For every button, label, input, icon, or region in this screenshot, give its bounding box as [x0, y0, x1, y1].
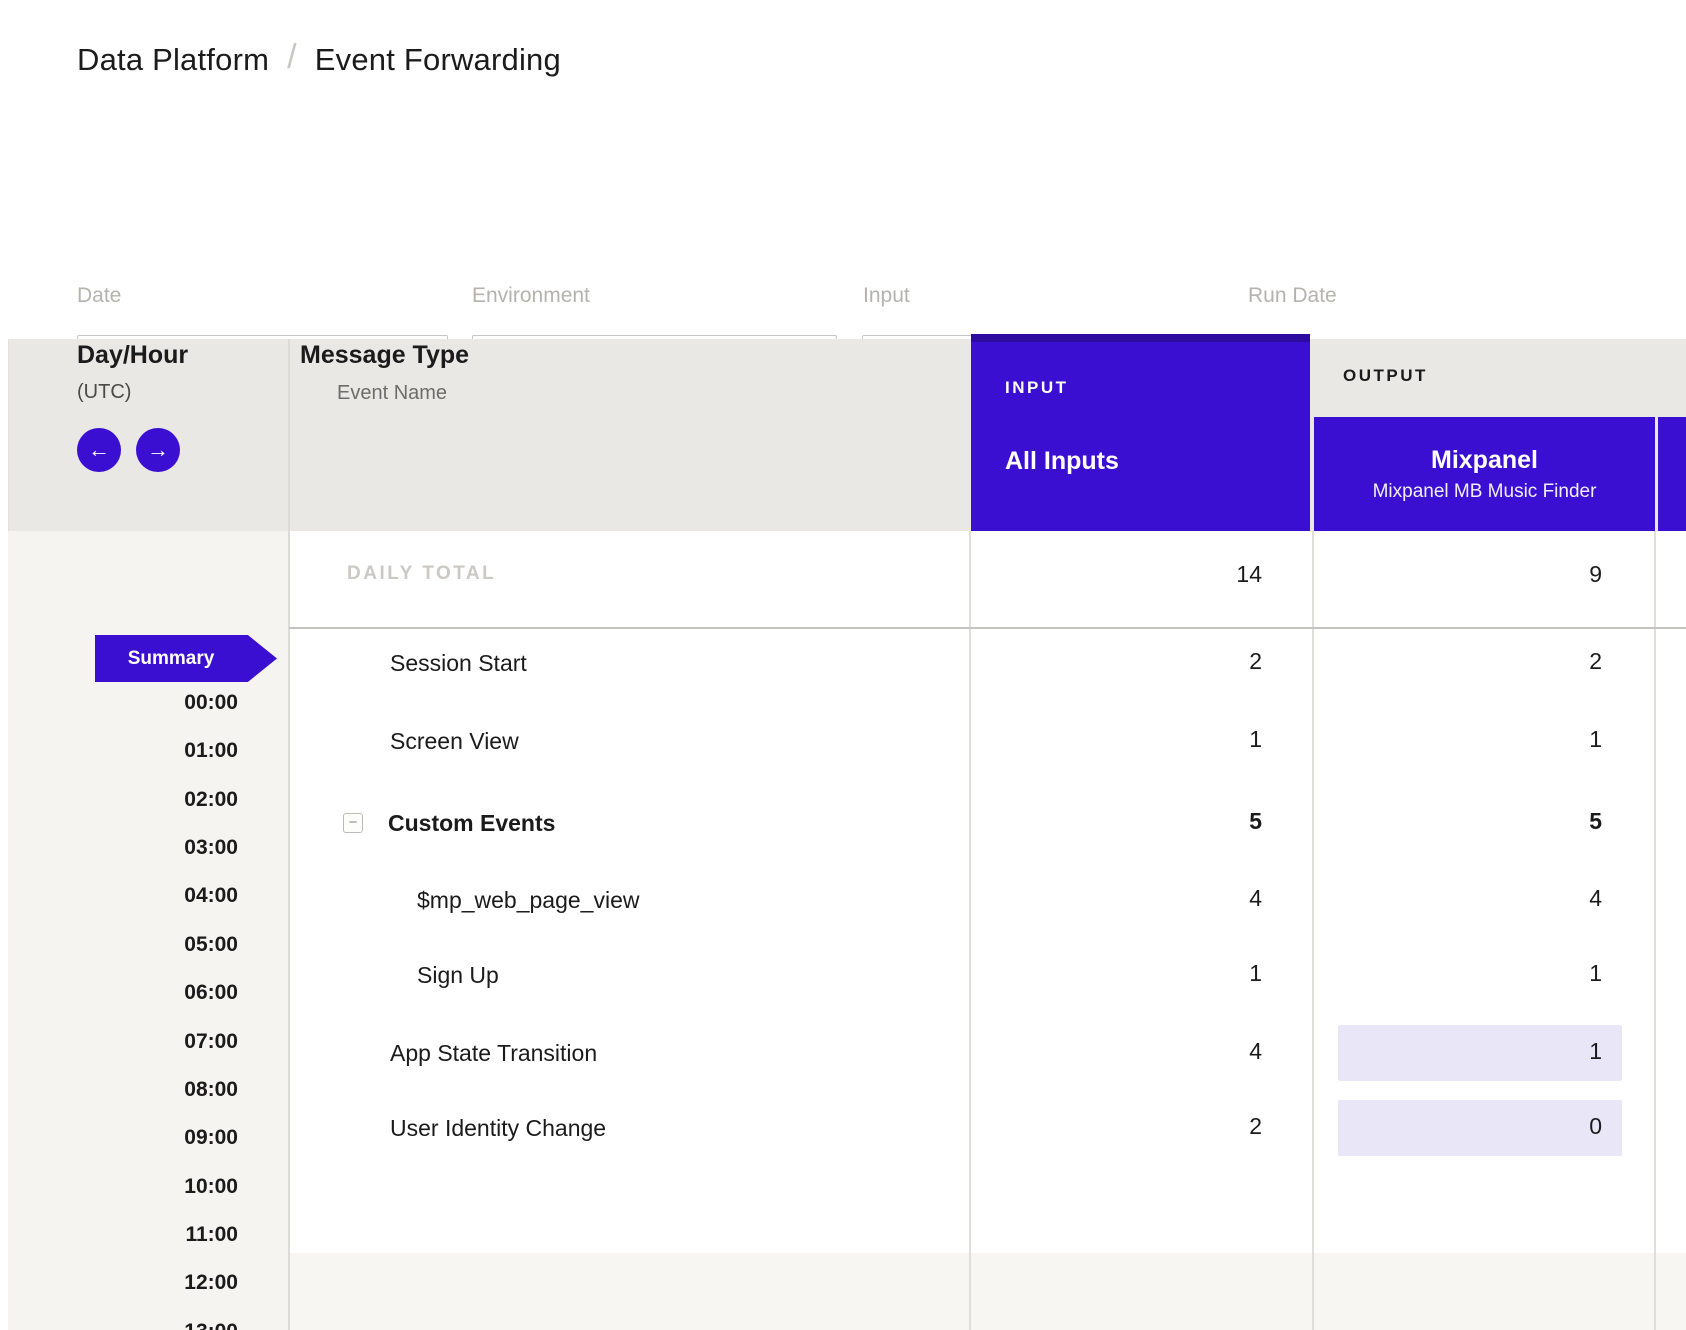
filter-bar: Date Environment Input Run Date 08/08/20… [0, 128, 1686, 390]
day-hour-header: Day/Hour [77, 341, 189, 369]
event-name: User Identity Change [390, 1115, 607, 1141]
input-value: 2 [1249, 1113, 1262, 1139]
event-name: Screen View [390, 728, 519, 754]
hour-row-label[interactable]: 10:00 [184, 1175, 238, 1198]
hour-row-label[interactable]: 07:00 [184, 1030, 238, 1053]
hour-row-label[interactable]: 00:00 [184, 691, 238, 714]
hour-row-label[interactable]: 05:00 [184, 933, 238, 956]
column-divider [1654, 531, 1656, 1330]
daily-total-label: DAILY TOTAL [347, 563, 497, 584]
top-bar: Data Platform / Event Forwarding [0, 0, 1686, 130]
table-row: User Identity Change 2 0 [289, 1099, 1686, 1157]
page-title: Event Forwarding [314, 41, 561, 77]
output-value: 2 [1589, 648, 1602, 674]
hour-row-label[interactable]: 11:00 [185, 1223, 238, 1246]
hour-row-label[interactable]: 03:00 [184, 836, 238, 859]
column-divider [1312, 531, 1314, 1330]
breadcrumb: Data Platform / Event Forwarding [77, 38, 561, 79]
date-label: Date [77, 284, 122, 307]
input-value: 2 [1249, 648, 1262, 674]
input-section-label: INPUT [1005, 378, 1069, 397]
previous-day-button[interactable]: ← [77, 428, 121, 472]
input-value: 5 [1249, 808, 1262, 834]
table-row: $mp_web_page_view 4 4 [289, 871, 1686, 929]
input-value: 4 [1249, 885, 1262, 911]
day-hour-timezone: (UTC) [77, 381, 132, 403]
table-row: − Custom Events 5 5 [289, 794, 1686, 852]
highlighted-cell[interactable] [1338, 1025, 1622, 1081]
table-row: Screen View 1 1 [289, 712, 1686, 770]
event-name: App State Transition [390, 1040, 598, 1066]
input-value: 1 [1249, 960, 1262, 986]
next-day-button[interactable]: → [136, 428, 180, 472]
message-type-header: Message Type [300, 341, 470, 369]
hour-row-label[interactable]: 13:00 [100, 1320, 238, 1330]
hour-row-label[interactable]: 02:00 [184, 788, 238, 811]
hour-row-label[interactable]: 12:00 [184, 1271, 238, 1294]
column-divider [969, 531, 971, 1330]
breadcrumb-separator: / [287, 38, 297, 76]
output-section-label: OUTPUT [1343, 366, 1428, 385]
column-divider [288, 339, 290, 1330]
environment-label: Environment [472, 284, 590, 307]
daily-total-divider [289, 627, 1686, 629]
event-name: $mp_web_page_view [417, 887, 640, 913]
input-value: 4 [1249, 1038, 1262, 1064]
hour-row-label[interactable]: 09:00 [184, 1126, 238, 1149]
input-column-header[interactable]: INPUT All Inputs [971, 334, 1310, 531]
input-column-name: All Inputs [1005, 447, 1119, 475]
run-date-label: Run Date [1248, 284, 1337, 307]
breadcrumb-section[interactable]: Data Platform [77, 41, 270, 77]
highlighted-cell[interactable] [1338, 1100, 1622, 1156]
event-name: Sign Up [417, 962, 499, 988]
grid-footer-band [289, 1253, 1686, 1330]
output-value: 4 [1589, 885, 1602, 911]
output-value: 5 [1589, 808, 1602, 834]
output-value: 1 [1589, 1038, 1602, 1064]
event-name: Session Start [390, 650, 527, 676]
output-value: 1 [1589, 960, 1602, 986]
summary-row-badge[interactable]: Summary [95, 635, 277, 682]
input-label: Input [863, 284, 910, 307]
hour-row-label[interactable]: 04:00 [184, 884, 238, 907]
hour-row-label[interactable]: 01:00 [184, 739, 238, 762]
daily-total-input-value: 14 [1236, 561, 1262, 587]
event-name-subheader: Event Name [337, 382, 448, 404]
input-value: 1 [1249, 726, 1262, 752]
table-row: App State Transition 4 1 [289, 1024, 1686, 1082]
output-column-name: Mixpanel [1431, 445, 1538, 474]
output-column-header[interactable]: Mixpanel Mixpanel MB Music Finder [1314, 417, 1655, 531]
hour-row-label[interactable]: 06:00 [184, 981, 238, 1004]
output-value: 0 [1589, 1113, 1602, 1139]
daily-total-output-value: 9 [1589, 561, 1602, 587]
event-name: Custom Events [388, 810, 556, 836]
output-column-subtitle: Mixpanel MB Music Finder [1372, 480, 1597, 502]
collapse-toggle-icon[interactable]: − [343, 813, 363, 833]
table-row: Session Start 2 2 [289, 634, 1686, 692]
hour-row-label[interactable]: 08:00 [184, 1078, 238, 1101]
table-row: Sign Up 1 1 [289, 946, 1686, 1004]
output-value: 1 [1589, 726, 1602, 752]
output-column-next-partial [1658, 417, 1686, 531]
